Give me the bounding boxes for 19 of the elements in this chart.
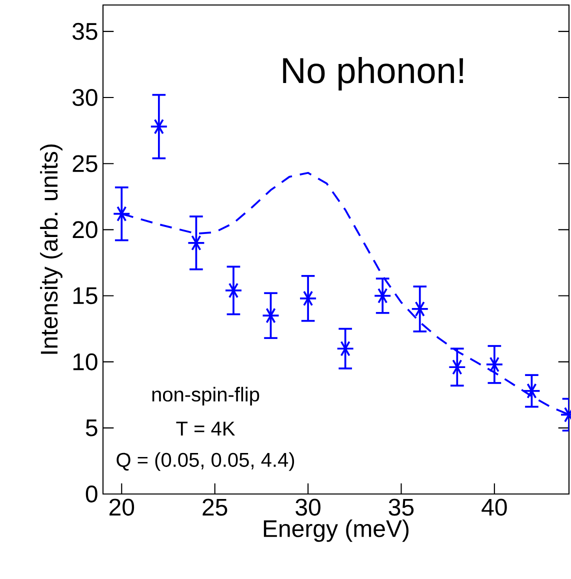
annotation: non-spin-flip bbox=[152, 386, 260, 406]
x-axis-title: Energy (meV) bbox=[264, 520, 408, 542]
y-tick-label: 20 bbox=[72, 221, 98, 238]
y-tick-label: 35 bbox=[72, 22, 98, 40]
x-tick-label: 35 bbox=[388, 498, 414, 516]
annotation: T = 4K bbox=[176, 422, 236, 436]
y-tick-label: 10 bbox=[73, 353, 98, 370]
y-axis-title: Intensity (arb. units) bbox=[40, 144, 62, 354]
y-tick-label: 30 bbox=[72, 89, 98, 106]
x-tick-label: 30 bbox=[296, 498, 320, 516]
y-tick-label: 15 bbox=[73, 287, 98, 304]
x-tick-label: 20 bbox=[110, 498, 134, 516]
y-tick-label: 25 bbox=[72, 155, 98, 172]
x-tick-label: 25 bbox=[202, 498, 228, 516]
annotation: No phonon! bbox=[283, 56, 463, 90]
y-tick-label: 0 bbox=[86, 485, 98, 502]
annotation: Q = (0.05, 0.05, 4.4) bbox=[116, 452, 294, 471]
y-tick-label: 5 bbox=[86, 420, 98, 436]
x-tick-label: 40 bbox=[482, 498, 507, 516]
